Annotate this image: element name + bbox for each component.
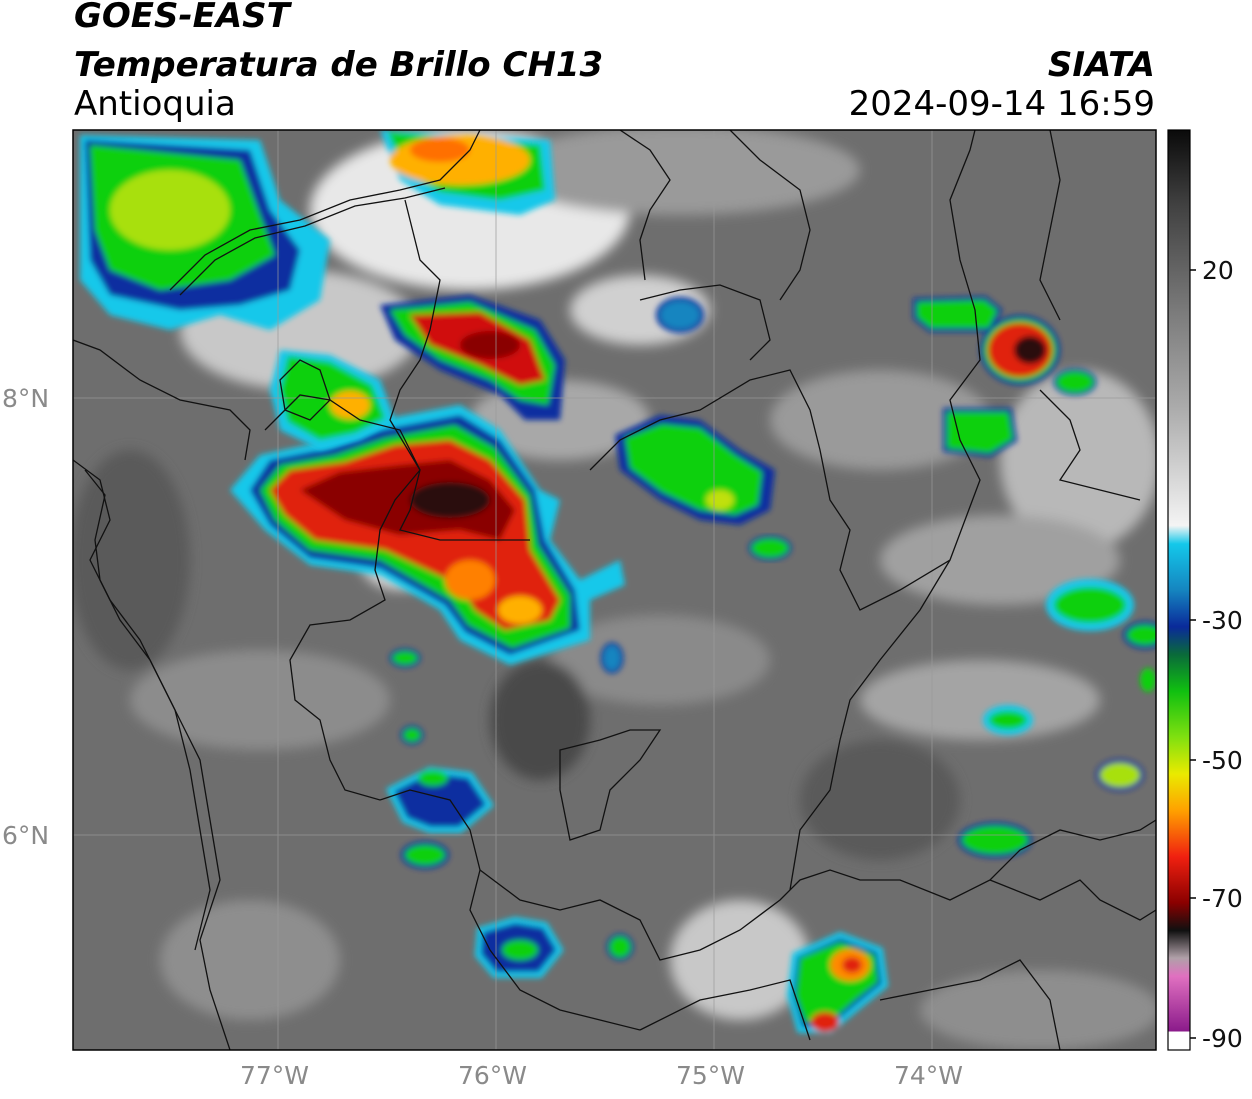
lat-label-6n: 6°N — [2, 821, 50, 850]
map-imagery — [73, 130, 1156, 1050]
colorbar — [1167, 129, 1196, 1051]
colorbar-tick-minus30: -30 — [1202, 606, 1243, 635]
timestamp: 2024-09-14 16:59 — [848, 84, 1155, 124]
colorbar-tick-minus70: -70 — [1202, 884, 1243, 913]
gridlines — [73, 130, 1156, 1050]
satellite-name: GOES-EAST — [74, 0, 290, 36]
lon-label-74w: 74°W — [894, 1061, 964, 1090]
region-label: Antioquia — [74, 84, 236, 124]
lon-label-77w: 77°W — [240, 1061, 310, 1090]
lon-label-76w: 76°W — [458, 1061, 528, 1090]
colorbar-tick-minus50: -50 — [1202, 746, 1243, 775]
brand-label: SIATA — [1047, 45, 1155, 85]
colorbar-tick-20: 20 — [1202, 256, 1234, 285]
colorbar-tick-minus90: -90 — [1202, 1024, 1243, 1053]
map-frame — [72, 129, 1157, 1051]
product-title: Temperatura de Brillo CH13 — [74, 45, 604, 85]
lon-label-75w: 75°W — [676, 1061, 746, 1090]
political-borders — [73, 130, 1156, 1050]
gray-cloud-layer — [73, 130, 1156, 1050]
lat-label-8n: 8°N — [2, 384, 50, 413]
